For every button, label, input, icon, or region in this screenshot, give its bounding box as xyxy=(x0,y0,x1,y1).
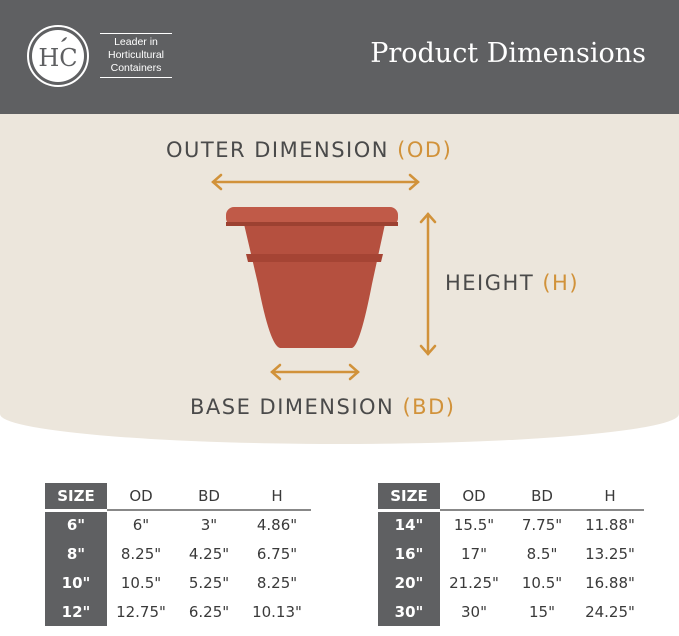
cell-h: 24.25" xyxy=(585,602,635,621)
header-size: SIZE xyxy=(45,483,107,512)
cell-od: 8.25" xyxy=(120,544,162,563)
cell-size: 20" xyxy=(378,568,440,597)
dimension-diagram: OUTER DIMENSION (OD) HEIGHT (H) BASE DIM… xyxy=(0,114,679,444)
size-table-large: SIZE OD BD H 14" 15.5" 7.75" 11.88" 16" 17" 8.5"… xyxy=(378,483,644,626)
cell-size: 16" xyxy=(378,539,440,568)
header-bd: BD xyxy=(508,483,576,511)
tagline: Leader in Horticultural Containers xyxy=(100,33,172,78)
header-banner: HC Leader in Horticultural Containers Pr… xyxy=(0,0,679,114)
table-row: 6" 6" 3" 4.86" xyxy=(45,510,311,539)
cell-h: 10.13" xyxy=(252,602,302,621)
table-row: 8" 8.25" 4.25" 6.75" xyxy=(45,539,311,568)
page-title: Product Dimensions xyxy=(370,38,646,69)
label-abbr: (H) xyxy=(542,271,580,295)
table-row: 10" 10.5" 5.25" 8.25" xyxy=(45,568,311,597)
cell-od: 10.5" xyxy=(120,573,162,592)
label-text: HEIGHT xyxy=(445,271,535,295)
table-row: 16" 17" 8.5" 13.25" xyxy=(378,539,644,568)
header-bd: BD xyxy=(175,483,243,511)
label-text: BASE DIMENSION xyxy=(190,395,395,419)
cell-od: 21.25" xyxy=(449,573,499,592)
tagline-line: Leader in xyxy=(114,36,158,48)
cell-bd: 3" xyxy=(200,516,218,534)
cell-h: 8.25" xyxy=(256,573,298,592)
height-label: HEIGHT (H) xyxy=(445,271,579,295)
cell-od: 30" xyxy=(461,602,487,621)
cell-bd: 8.5" xyxy=(526,544,558,563)
size-table-small: SIZE OD BD H 6" 6" 3" 4.86" 8" 8.25" 4.25" 6.75" … xyxy=(45,483,311,626)
cell-bd: 4.25" xyxy=(188,544,230,563)
pot-illustration xyxy=(211,173,437,381)
base-dimension-label: BASE DIMENSION (BD) xyxy=(190,395,455,419)
cell-size: 10" xyxy=(45,568,107,597)
cell-size: 6" xyxy=(45,510,107,539)
bd-arrow-icon xyxy=(270,363,360,381)
cell-size: 14" xyxy=(378,510,440,539)
cell-size: 12" xyxy=(45,597,107,626)
header-od: OD xyxy=(440,483,508,511)
header-h: H xyxy=(243,483,311,511)
cell-bd: 6.25" xyxy=(188,602,230,621)
header-od: OD xyxy=(107,483,175,511)
cell-h: 16.88" xyxy=(585,573,635,592)
outer-dimension-label: OUTER DIMENSION (OD) xyxy=(166,138,452,162)
cell-bd: 15" xyxy=(529,602,555,621)
cell-h: 13.25" xyxy=(585,544,635,563)
cell-h: 6.75" xyxy=(256,544,298,563)
label-abbr: (OD) xyxy=(397,138,453,162)
cell-size: 30" xyxy=(378,597,440,626)
tagline-line: Containers xyxy=(110,62,162,74)
table-row: 14" 15.5" 7.75" 11.88" xyxy=(378,510,644,539)
header-h: H xyxy=(576,483,644,511)
od-arrow-icon xyxy=(211,173,420,191)
cell-h: 11.88" xyxy=(585,516,635,534)
cell-bd: 7.75" xyxy=(521,516,563,534)
cell-od: 12.75" xyxy=(116,602,166,621)
table-row: 30" 30" 15" 24.25" xyxy=(378,597,644,626)
cell-od: 6" xyxy=(132,516,150,534)
cell-od: 15.5" xyxy=(453,516,495,534)
header-size: SIZE xyxy=(378,483,440,512)
cell-bd: 5.25" xyxy=(188,573,230,592)
cell-h: 4.86" xyxy=(256,516,298,534)
cell-bd: 10.5" xyxy=(521,573,563,592)
hc-logo: HC xyxy=(27,25,89,87)
svg-text:HC: HC xyxy=(38,44,77,72)
tagline-line: Horticultural xyxy=(107,49,165,61)
table-row: 12" 12.75" 6.25" 10.13" xyxy=(45,597,311,626)
label-abbr: (BD) xyxy=(402,395,456,419)
table-row: 20" 21.25" 10.5" 16.88" xyxy=(378,568,644,597)
cell-size: 8" xyxy=(45,539,107,568)
label-text: OUTER DIMENSION xyxy=(166,138,389,162)
height-arrow-icon xyxy=(419,212,437,356)
cell-od: 17" xyxy=(461,544,487,563)
